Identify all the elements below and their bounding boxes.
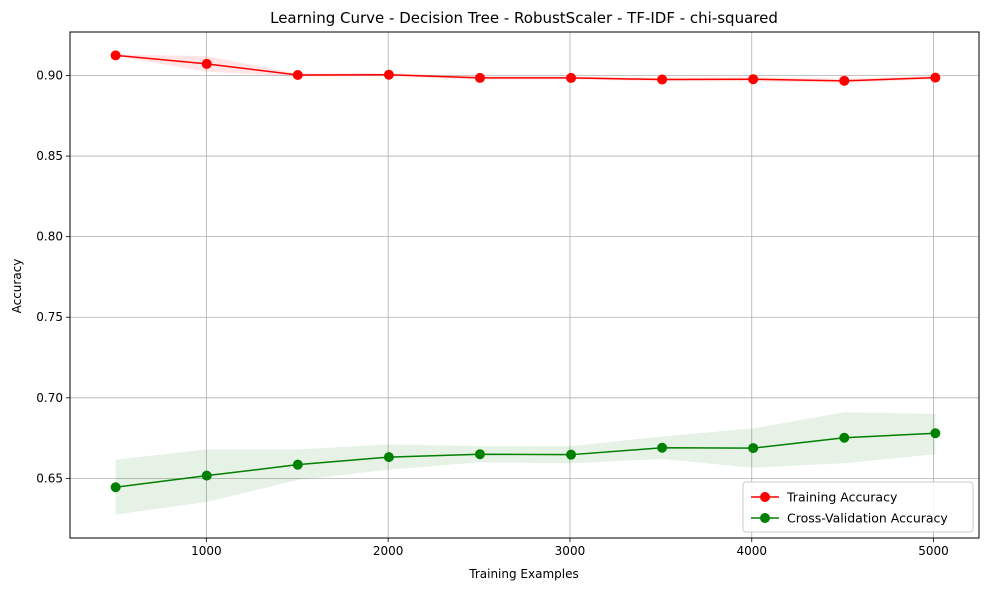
training-accuracy-point bbox=[930, 72, 941, 83]
y-tick-label: 0.80 bbox=[36, 230, 63, 244]
legend-box bbox=[742, 481, 974, 533]
band-layer bbox=[115, 54, 936, 515]
cross-validation-accuracy-point bbox=[110, 482, 121, 493]
training-accuracy-point bbox=[110, 50, 121, 61]
x-tick-label: 1000 bbox=[191, 544, 222, 558]
legend-cross-validation-label: Cross-Validation Accuracy bbox=[787, 511, 948, 526]
training-accuracy-line bbox=[115, 54, 936, 82]
y-tick-label: 0.90 bbox=[36, 69, 63, 83]
x-tick-label: 3000 bbox=[555, 544, 586, 558]
training-accuracy-point bbox=[748, 74, 759, 85]
chart-title: Learning Curve - Decision Tree - RobustS… bbox=[270, 9, 778, 27]
cross-validation-accuracy-point bbox=[383, 452, 394, 463]
tick-layer: 1000 2000 3000 4000 5000 0.65 0.70 0.75 0.80 0.85… bbox=[36, 69, 949, 558]
x-tick-label: 5000 bbox=[918, 544, 949, 558]
cross-validation-accuracy-point bbox=[748, 443, 759, 454]
cross-validation-accuracy-band bbox=[115, 412, 936, 515]
y-tick-label: 0.85 bbox=[36, 149, 63, 163]
cross-validation-accuracy-point bbox=[292, 459, 303, 470]
legend-training-marker bbox=[760, 492, 770, 502]
x-axis-label: Training Examples bbox=[468, 567, 578, 581]
cross-validation-accuracy-point bbox=[839, 432, 850, 443]
training-accuracy-point bbox=[201, 58, 212, 69]
plot-frame bbox=[69, 31, 980, 539]
y-tick-label: 0.70 bbox=[36, 391, 63, 405]
line-layer bbox=[110, 50, 941, 493]
legend-cross-validation-marker bbox=[760, 513, 770, 523]
training-accuracy-point bbox=[474, 72, 485, 83]
x-tick-label: 4000 bbox=[736, 544, 767, 558]
training-accuracy-point bbox=[292, 70, 303, 81]
y-tick-label: 0.65 bbox=[36, 471, 63, 485]
training-accuracy-point bbox=[657, 74, 668, 85]
training-accuracy-point bbox=[383, 69, 394, 80]
y-tick-label: 0.75 bbox=[36, 310, 63, 324]
legend-training-label: Training Accuracy bbox=[786, 490, 898, 505]
cross-validation-accuracy-point bbox=[474, 449, 485, 460]
training-accuracy-band bbox=[115, 54, 936, 83]
x-tick-label: 2000 bbox=[373, 544, 404, 558]
cross-validation-accuracy-line bbox=[115, 432, 936, 488]
y-axis-label: Accuracy bbox=[10, 259, 24, 314]
training-accuracy-point bbox=[566, 72, 577, 83]
grid-layer bbox=[70, 32, 979, 538]
cross-validation-accuracy-point bbox=[201, 470, 212, 481]
cross-validation-accuracy-point bbox=[930, 428, 941, 439]
training-accuracy-point bbox=[839, 75, 850, 86]
legend: Training Accuracy Cross-Validation Accura… bbox=[742, 481, 974, 533]
cross-validation-accuracy-point bbox=[566, 449, 577, 460]
cross-validation-accuracy-point bbox=[657, 442, 668, 453]
